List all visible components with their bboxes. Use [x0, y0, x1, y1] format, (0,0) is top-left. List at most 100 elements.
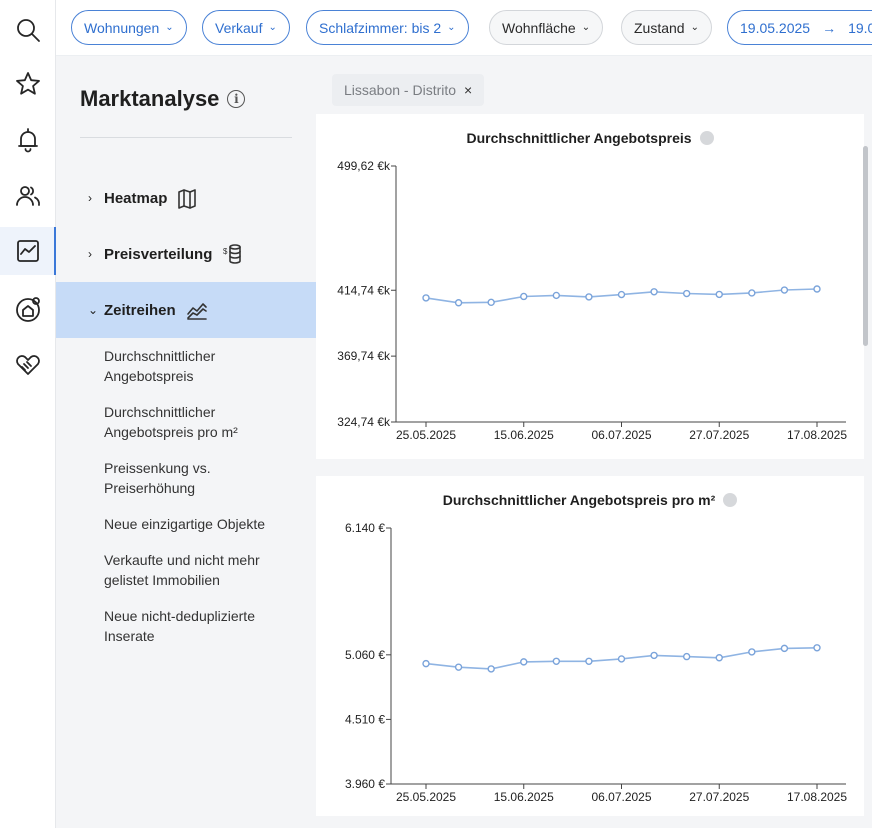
filter-condition[interactable]: Zustand ⌄ [621, 10, 712, 45]
main-content: Lissabon - Distrito × Durchschnittlicher… [316, 56, 872, 828]
line-chart: 324,74 €k 369,74 €k 414,74 €k 499,62 €k 25.0… [337, 159, 847, 442]
filter-date-range[interactable]: 19.05.2025 → 19.08.2025 [727, 10, 872, 45]
section-time-series-label: Zeitreihen [104, 301, 176, 319]
y-tick-label: 324,74 €k [337, 415, 391, 429]
info-icon[interactable] [723, 493, 738, 507]
data-point [617, 290, 626, 299]
data-point [748, 648, 756, 656]
info-icon[interactable] [699, 131, 714, 145]
rail-properties-button[interactable] [0, 285, 56, 333]
subitem-avg-price-per-sqm[interactable]: Durchschnittlicher Angebotspreis pro m² [104, 404, 238, 440]
chevron-down-icon: ⌄ [88, 303, 99, 317]
data-point [650, 651, 658, 660]
x-tick-label: 25.05.2025 [396, 790, 456, 804]
y-tick-label: 369,74 €k [337, 349, 391, 363]
rail-favorites-button[interactable] [0, 60, 56, 108]
chart-title-text: Durchschnittlicher Angebotspreis [466, 130, 692, 146]
section-price-distribution[interactable]: › Preisverteilung $ [56, 226, 316, 282]
bell-icon [18, 128, 38, 153]
chevron-down-icon: ⌄ [581, 22, 591, 33]
data-point [487, 298, 495, 307]
subitem-new-unique-listings[interactable]: Neue einzigartige Objekte [104, 516, 266, 532]
data-point [715, 290, 723, 299]
line-chart: 3.960 € 4.510 € 5.060 € 6.140 € 25.05.2025 15… [345, 521, 847, 804]
y-tick-label: 499,62 €k [337, 159, 391, 173]
users-icon [16, 186, 40, 206]
filter-transaction-label: Verkauf [215, 19, 263, 36]
chart-card-avg-price: Durchschnittlicher Angebotspreis 324,74 … [316, 114, 864, 459]
x-tick-label: 06.07.2025 [591, 428, 651, 442]
location-tag-label: Lissabon - Distrito [344, 82, 457, 98]
data-point [780, 286, 789, 294]
map-icon [178, 189, 197, 209]
rail-contacts-button[interactable] [0, 172, 56, 220]
y-tick-label: 4.510 € [345, 712, 385, 726]
subitem-avg-price[interactable]: Durchschnittlicher Angebotspreis [104, 348, 216, 384]
area-chart-icon [186, 303, 207, 320]
data-point [682, 289, 691, 298]
sidebar-divider [80, 137, 292, 138]
y-tick-label: 414,74 €k [337, 283, 391, 297]
filter-bedrooms[interactable]: Schlafzimmer: bis 2 ⌄ [306, 10, 469, 45]
chevron-down-icon: ⌄ [268, 22, 277, 33]
section-heatmap[interactable]: › Heatmap [56, 170, 316, 226]
x-tick-label: 25.05.2025 [396, 428, 456, 442]
subitem-price-changes[interactable]: Preissenkung vs. Preiserhöhung [104, 460, 211, 496]
rail-search-button[interactable] [0, 6, 56, 54]
sidebar-title: Marktanalyse i [80, 86, 246, 112]
data-point [780, 644, 789, 653]
sidebar-title-text: Marktanalyse [80, 86, 220, 111]
close-icon[interactable]: × [464, 82, 473, 98]
data-point [454, 299, 463, 307]
chart-title: Durchschnittlicher Angebotspreis pro m² [316, 492, 864, 508]
filter-property-type-label: Wohnungen [84, 19, 160, 36]
data-point [748, 289, 756, 297]
filter-transaction[interactable]: Verkauf ⌄ [202, 10, 290, 45]
data-point [682, 652, 691, 661]
section-time-series[interactable]: ⌄ Zeitreihen [56, 282, 316, 338]
rail-market-analysis-button[interactable] [0, 227, 57, 275]
x-tick-label: 17.08.2025 [787, 428, 847, 442]
x-tick-label: 17.08.2025 [787, 790, 847, 804]
data-point [454, 663, 463, 671]
chevron-down-icon: ⌄ [447, 22, 456, 33]
scrollbar[interactable] [863, 146, 868, 346]
section-price-distribution-label: Preisverteilung [104, 245, 213, 263]
search-icon [17, 19, 40, 42]
data-point [585, 657, 593, 665]
data-point [520, 292, 528, 301]
chart-title-text: Durchschnittlicher Angebotspreis pro m² [442, 492, 716, 508]
filter-property-type[interactable]: Wohnungen ⌄ [71, 10, 187, 45]
filter-area[interactable]: Wohnfläche ⌄ [489, 10, 604, 45]
handshake-icon [16, 355, 40, 375]
x-tick-label: 15.06.2025 [494, 428, 554, 442]
x-tick-label: 27.07.2025 [689, 790, 749, 804]
x-tick-label: 27.07.2025 [689, 428, 749, 442]
data-point [422, 294, 430, 302]
rail-notifications-button[interactable] [0, 116, 56, 164]
data-point [617, 655, 626, 663]
coins-icon: $ [223, 244, 242, 264]
data-point [585, 293, 593, 301]
subitem-new-raw-listings[interactable]: Neue nicht-deduplizierte Inserate [104, 608, 255, 644]
arrow-right-icon: → [822, 19, 837, 36]
date-from: 19.05.2025 [740, 19, 811, 36]
data-point [650, 288, 658, 296]
x-tick-label: 15.06.2025 [494, 790, 554, 804]
section-heatmap-label: Heatmap [104, 189, 168, 207]
data-point [715, 654, 723, 662]
filter-condition-label: Zustand [634, 19, 685, 36]
chevron-down-icon: ⌄ [690, 22, 699, 33]
subitem-sold-delisted[interactable]: Verkaufte und nicht mehr gelistet Immobi… [104, 552, 260, 588]
filter-bar: Wohnungen ⌄ Verkauf ⌄ Schlafzimmer: bis … [56, 0, 872, 56]
data-point [813, 644, 821, 652]
rail-deals-button[interactable] [0, 340, 56, 388]
y-tick-label: 5.060 € [345, 648, 385, 662]
filter-area-label: Wohnfläche [502, 19, 576, 36]
svg-text:$: $ [223, 247, 228, 256]
chevron-down-icon: ⌄ [165, 22, 174, 33]
x-tick-label: 06.07.2025 [591, 790, 651, 804]
filter-bedrooms-label: Schlafzimmer: bis 2 [319, 19, 442, 36]
info-icon[interactable]: i [227, 90, 246, 108]
chart-card-avg-price-per-sqm: Durchschnittlicher Angebotspreis pro m² … [316, 476, 864, 816]
